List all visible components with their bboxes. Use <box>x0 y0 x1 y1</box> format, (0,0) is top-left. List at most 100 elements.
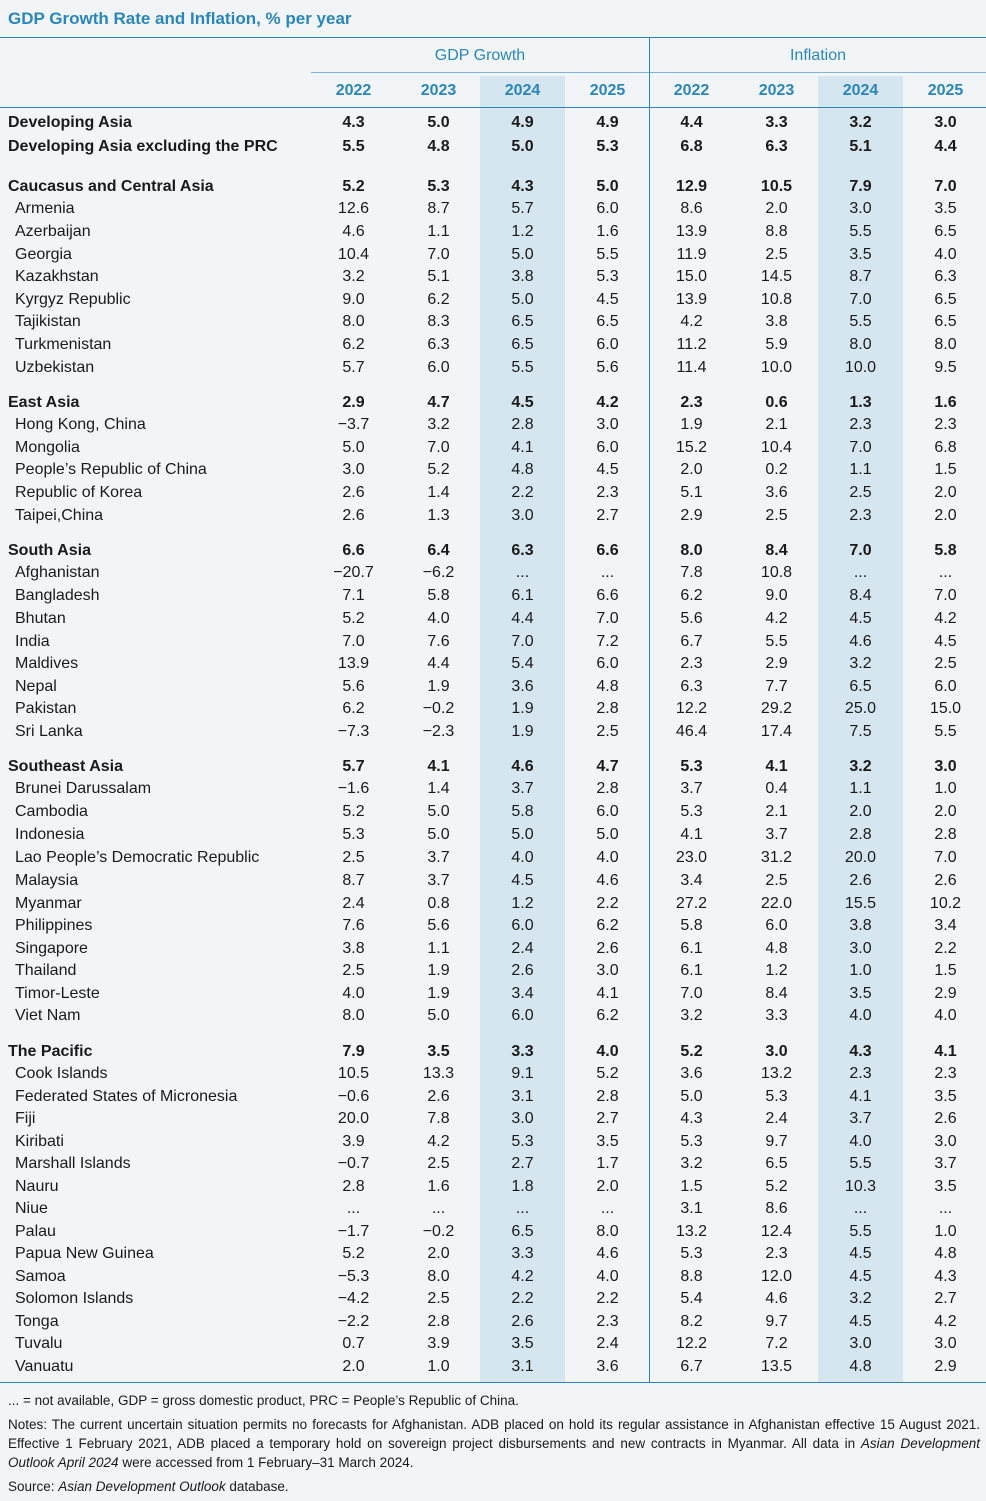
table-cell: 7.0 <box>934 587 957 604</box>
table-cell: 8.3 <box>427 313 450 330</box>
table-cell: −1.6 <box>337 780 370 797</box>
table-cell: 5.6 <box>427 917 450 934</box>
economy-name: Vanuatu <box>15 1358 74 1375</box>
table-cell: 3.1 <box>511 1088 534 1105</box>
table-cell: 2.0 <box>934 803 957 820</box>
table-row: Cambodia 5.2 5.0 5.8 6.0 5.3 2.1 2.0 2.0 <box>0 801 986 823</box>
table-cell: 2.8 <box>934 826 957 843</box>
notes-paragraph: Notes: The current uncertain situation p… <box>8 1415 980 1472</box>
table-cell: 1.2 <box>511 223 534 240</box>
table-cell: 3.4 <box>934 917 957 934</box>
table-cell: 1.0 <box>427 1358 450 1375</box>
table-cell: 7.0 <box>849 291 872 308</box>
table-cell: 2.5 <box>765 872 788 889</box>
table-cell: 5.0 <box>511 246 534 263</box>
table-cell: 6.5 <box>596 313 619 330</box>
table-cell: 2.5 <box>427 1290 450 1307</box>
table-cell: 2.7 <box>596 507 619 524</box>
table-cell: 4.5 <box>849 1313 872 1330</box>
table-row: Armenia 12.6 8.7 5.7 6.0 8.6 2.0 3.0 3.5 <box>0 198 986 220</box>
table-cell: 5.3 <box>342 826 365 843</box>
year-header: 2025 <box>589 82 626 99</box>
table-cell: 23.0 <box>675 849 708 866</box>
table-row: Afghanistan −20.7 −6.2...... 7.8 10.8...... <box>0 562 986 584</box>
table-row: Kyrgyz Republic 9.0 6.2 5.0 4.5 13.9 10.8 7.0 6.… <box>0 289 986 311</box>
table-cell: 3.5 <box>849 985 872 1002</box>
economy-name: Philippines <box>15 917 93 934</box>
notes-text: Notes: The current uncertain situation p… <box>8 1417 980 1451</box>
table-cell: 2.3 <box>596 484 619 501</box>
table-row-region: South Asia 6.6 6.4 6.3 6.6 8.0 8.4 7.0 5.8 <box>0 540 986 562</box>
economy-name: Taipei,China <box>15 507 104 524</box>
table-cell: 3.3 <box>765 114 788 131</box>
table-cell: 5.2 <box>342 178 365 195</box>
table-cell: 2.1 <box>765 416 788 433</box>
table-cell: 3.2 <box>849 114 872 131</box>
group-separator <box>649 38 650 1382</box>
table-row: Sri Lanka −7.3 −2.3 1.9 2.5 46.4 17.4 7.5 5.5 <box>0 721 986 743</box>
table-cell: 7.5 <box>849 723 872 740</box>
table-cell: 3.5 <box>849 246 872 263</box>
table-cell: 3.5 <box>511 1335 534 1352</box>
table-cell: 3.8 <box>849 917 872 934</box>
table-cell: 3.0 <box>342 461 365 478</box>
table-row: Tonga −2.2 2.8 2.6 2.3 8.2 9.7 4.5 4.2 <box>0 1311 986 1333</box>
table-cell: 17.4 <box>760 723 793 740</box>
table-cell: 2.6 <box>511 962 534 979</box>
economy-name: Uzbekistan <box>15 359 95 376</box>
table-row: Cook Islands 10.5 13.3 9.1 5.2 3.6 13.2 2.3 2.3 <box>0 1063 986 1085</box>
economy-name: Federated States of Micronesia <box>15 1088 238 1105</box>
table-cell: 1.3 <box>427 507 450 524</box>
table-cell: 2.8 <box>342 1178 365 1195</box>
table-cell: 3.6 <box>680 1065 703 1082</box>
table-cell: 5.2 <box>342 803 365 820</box>
table-cell: 7.2 <box>765 1335 788 1352</box>
table-cell: 2.0 <box>342 1358 365 1375</box>
table-cell: 15.5 <box>844 895 877 912</box>
table-cell: 3.7 <box>934 1155 957 1172</box>
table-cell: 5.0 <box>427 803 450 820</box>
table-cell: 6.0 <box>427 359 450 376</box>
table-row: Lao People’s Democratic Republic 2.5 3.7 4.… <box>0 847 986 869</box>
economy-name: Pakistan <box>15 700 77 717</box>
table-cell: 4.2 <box>934 610 957 627</box>
table-cell: 10.8 <box>760 291 793 308</box>
table-row: Azerbaijan 4.6 1.1 1.2 1.6 13.9 8.8 5.5 6.5 <box>0 221 986 243</box>
table-cell: 5.5 <box>849 1155 872 1172</box>
table-cell: 3.4 <box>680 872 703 889</box>
table-cell: 5.0 <box>427 826 450 843</box>
table-cell: 5.0 <box>680 1088 703 1105</box>
region-name: Southeast Asia <box>8 758 123 775</box>
table-row: Fiji 20.0 7.8 3.0 2.7 4.3 2.4 3.7 2.6 <box>0 1108 986 1130</box>
table-cell: 0.4 <box>765 780 788 797</box>
table-cell: 3.6 <box>765 484 788 501</box>
table-cell: 13.5 <box>760 1358 793 1375</box>
table-row: Malaysia 8.7 3.7 4.5 4.6 3.4 2.5 2.6 2.6 <box>0 870 986 892</box>
table-cell: 8.0 <box>596 1223 619 1240</box>
table-cell: ... <box>600 1200 615 1217</box>
table-cell: 2.7 <box>596 1110 619 1127</box>
table-cell: 4.1 <box>934 1043 957 1060</box>
table-cell: 4.6 <box>849 633 872 650</box>
table-row: Pakistan 6.2 −0.2 1.9 2.8 12.2 29.2 25.0 15.0 <box>0 698 986 720</box>
table-cell: 2.5 <box>849 484 872 501</box>
table-cell: 12.4 <box>760 1223 793 1240</box>
table-cell: 3.0 <box>596 416 619 433</box>
region-name: Developing Asia excluding the PRC <box>8 138 278 155</box>
source-text-end: database. <box>225 1479 289 1494</box>
table-cell: 5.0 <box>427 114 450 131</box>
table-row: Bangladesh 7.1 5.8 6.1 6.6 6.2 9.0 8.4 7.0 <box>0 585 986 607</box>
table-row: Singapore 3.8 1.1 2.4 2.6 6.1 4.8 3.0 2.2 <box>0 938 986 960</box>
table-row: Georgia 10.4 7.0 5.0 5.5 11.9 2.5 3.5 4.0 <box>0 244 986 266</box>
year-header: 2024 <box>504 82 541 99</box>
table-cell: 5.8 <box>680 917 703 934</box>
table-cell: 5.2 <box>680 1043 703 1060</box>
table-row: People’s Republic of China 3.0 5.2 4.8 4.5 2.… <box>0 459 986 481</box>
table-cell: 12.2 <box>675 700 708 717</box>
table-cell: −3.7 <box>337 416 370 433</box>
table-cell: 4.1 <box>680 826 703 843</box>
table-cell: 2.6 <box>934 1110 957 1127</box>
table-row: Brunei Darussalam −1.6 1.4 3.7 2.8 3.7 0.4 1.1 1… <box>0 778 986 800</box>
table-cell: 2.6 <box>342 507 365 524</box>
table-cell: 3.5 <box>934 1178 957 1195</box>
